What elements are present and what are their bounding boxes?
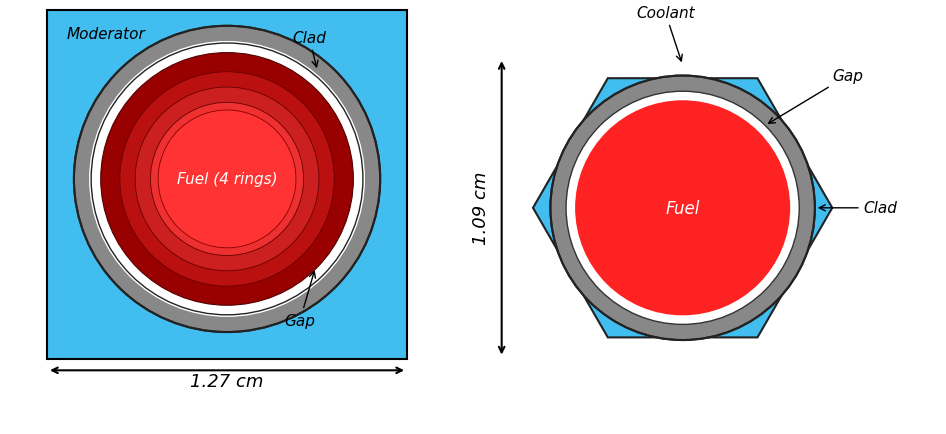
Text: Moderator: Moderator [66, 27, 145, 42]
Circle shape [100, 53, 354, 306]
Text: Fuel: Fuel [665, 199, 700, 217]
Text: Clad: Clad [292, 31, 326, 68]
Circle shape [135, 88, 319, 271]
Circle shape [120, 72, 334, 286]
Circle shape [74, 27, 380, 332]
Circle shape [158, 111, 296, 248]
Text: Fuel (4 rings): Fuel (4 rings) [177, 172, 277, 187]
Circle shape [551, 76, 815, 340]
Circle shape [573, 99, 792, 318]
Circle shape [91, 44, 363, 315]
FancyBboxPatch shape [47, 11, 407, 359]
Circle shape [150, 103, 304, 256]
Circle shape [566, 92, 799, 325]
Polygon shape [533, 79, 832, 338]
Text: 1.27 cm: 1.27 cm [190, 372, 264, 390]
Text: Gap: Gap [285, 272, 315, 328]
Text: Coolant: Coolant [636, 6, 694, 62]
Text: Clad: Clad [819, 201, 898, 216]
Text: 1.09 cm: 1.09 cm [472, 172, 490, 245]
Text: Gap: Gap [769, 69, 863, 124]
